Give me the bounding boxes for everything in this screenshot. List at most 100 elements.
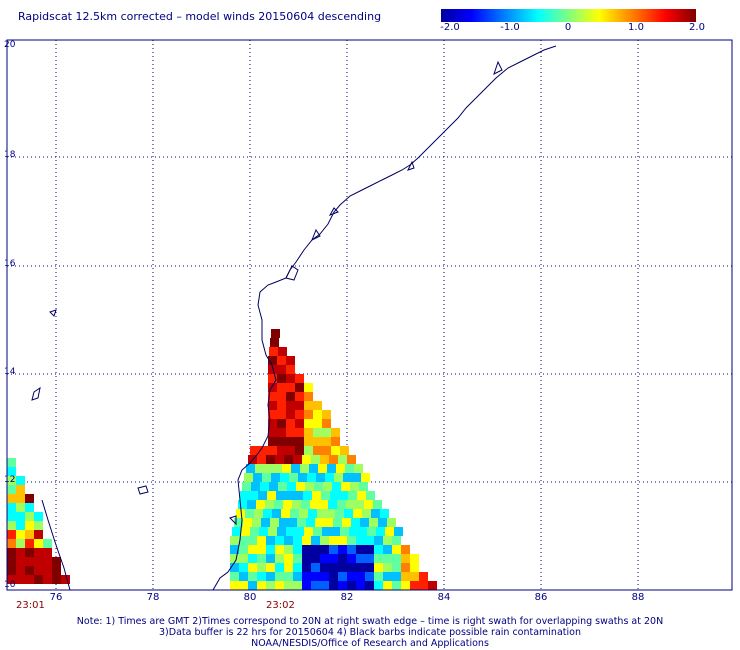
swath-pixel bbox=[287, 482, 296, 491]
swath-pixel bbox=[286, 527, 295, 536]
swath-pixel bbox=[326, 509, 335, 518]
swath-pixel bbox=[383, 545, 392, 554]
swath-pixel bbox=[316, 473, 325, 482]
swath-pixel bbox=[295, 437, 304, 446]
swath-pixel bbox=[252, 518, 261, 527]
swath-pixel bbox=[347, 581, 356, 590]
swath-pixel bbox=[7, 485, 16, 494]
swath-pixel bbox=[314, 482, 323, 491]
swath-pixel bbox=[323, 482, 332, 491]
swath-pixel bbox=[25, 530, 34, 539]
swath-pixel bbox=[286, 437, 295, 446]
swath-pixel bbox=[16, 539, 25, 548]
swath-pixel bbox=[284, 455, 293, 464]
swath-pixel bbox=[292, 500, 301, 509]
swath-pixel bbox=[301, 500, 310, 509]
swath-pixel bbox=[324, 518, 333, 527]
swath-pixel bbox=[313, 428, 322, 437]
swath-pixel bbox=[286, 374, 295, 383]
swath-pixel bbox=[302, 554, 311, 563]
swath-pixel bbox=[302, 455, 311, 464]
swath-pixel bbox=[331, 437, 340, 446]
swath-pixel bbox=[268, 446, 277, 455]
swath-pixel bbox=[16, 548, 25, 557]
swath-pixel bbox=[275, 545, 284, 554]
swath-pixel bbox=[7, 557, 16, 566]
swath-pixel bbox=[298, 473, 307, 482]
swath-pixel bbox=[269, 482, 278, 491]
swath-pixel bbox=[419, 581, 428, 590]
swath-pixel bbox=[329, 536, 338, 545]
lat-tick-18: 18 bbox=[4, 150, 16, 160]
swath-pixel bbox=[25, 539, 34, 548]
swath-pixel bbox=[34, 530, 43, 539]
swath-pixel bbox=[304, 419, 313, 428]
swath-pixel bbox=[356, 563, 365, 572]
swath-pixel bbox=[387, 518, 396, 527]
swath-pixel bbox=[277, 392, 286, 401]
swath-pixel bbox=[247, 500, 256, 509]
swath-pixel bbox=[7, 539, 16, 548]
swath-pixel bbox=[284, 572, 293, 581]
swath-pixel bbox=[365, 554, 374, 563]
swath-pixel bbox=[268, 410, 277, 419]
swath-pixel bbox=[338, 536, 347, 545]
swath-pixel bbox=[276, 491, 285, 500]
swath-pixel bbox=[320, 536, 329, 545]
swath-pixel bbox=[333, 518, 342, 527]
swath-pixel bbox=[331, 446, 340, 455]
swath-pixel bbox=[271, 329, 280, 338]
swath-pixel bbox=[329, 455, 338, 464]
swath-pixel bbox=[295, 383, 304, 392]
swath-pixel bbox=[284, 545, 293, 554]
swath-pixel bbox=[332, 482, 341, 491]
swath-pixel bbox=[266, 554, 275, 563]
swath-pixel bbox=[230, 536, 239, 545]
swath-pixel bbox=[320, 563, 329, 572]
swath-pixel bbox=[356, 581, 365, 590]
swath-pixel bbox=[266, 572, 275, 581]
swath-pixel bbox=[25, 575, 34, 584]
swath-pixel bbox=[257, 545, 266, 554]
swath-pixel bbox=[279, 518, 288, 527]
swath-pixel bbox=[329, 554, 338, 563]
swath-pixel bbox=[239, 572, 248, 581]
swath-pixel bbox=[374, 581, 383, 590]
swath-pixel bbox=[275, 581, 284, 590]
swath-pixel bbox=[267, 491, 276, 500]
swath-pixel bbox=[254, 509, 263, 518]
swath-pixel bbox=[284, 563, 293, 572]
swath-pixel bbox=[329, 563, 338, 572]
swath-pixel bbox=[297, 518, 306, 527]
swath-pixel bbox=[374, 563, 383, 572]
lon-tick-84: 84 bbox=[437, 592, 451, 603]
swath-pixel bbox=[374, 572, 383, 581]
swath-pixel bbox=[311, 563, 320, 572]
swath-pixel bbox=[343, 473, 352, 482]
swath-pixel bbox=[304, 401, 313, 410]
swath-pixel bbox=[336, 464, 345, 473]
swath-pixel bbox=[401, 563, 410, 572]
swath-pixel bbox=[7, 548, 16, 557]
coastline-detail bbox=[285, 60, 503, 281]
swath-pixel bbox=[16, 521, 25, 530]
swath-pixel bbox=[410, 563, 419, 572]
swath-pixel bbox=[419, 572, 428, 581]
map-title: Rapidscat 12.5km corrected – model winds… bbox=[18, 10, 382, 23]
swath-pixel bbox=[401, 554, 410, 563]
swath-time-right: 23:02 bbox=[266, 600, 295, 611]
swath-pixel bbox=[293, 545, 302, 554]
swath-pixel bbox=[328, 500, 337, 509]
swath-pixel bbox=[347, 572, 356, 581]
swath-pixel bbox=[25, 512, 34, 521]
swath-pixel bbox=[278, 482, 287, 491]
wind-swath-right bbox=[230, 329, 437, 590]
swath-pixel bbox=[392, 536, 401, 545]
swath-pixel bbox=[376, 527, 385, 536]
swath-pixel bbox=[296, 482, 305, 491]
swath-pixel bbox=[347, 536, 356, 545]
swath-pixel bbox=[317, 509, 326, 518]
swath-pixel bbox=[34, 548, 43, 557]
swath-pixel bbox=[278, 347, 287, 356]
lon-tick-82: 82 bbox=[340, 592, 354, 603]
